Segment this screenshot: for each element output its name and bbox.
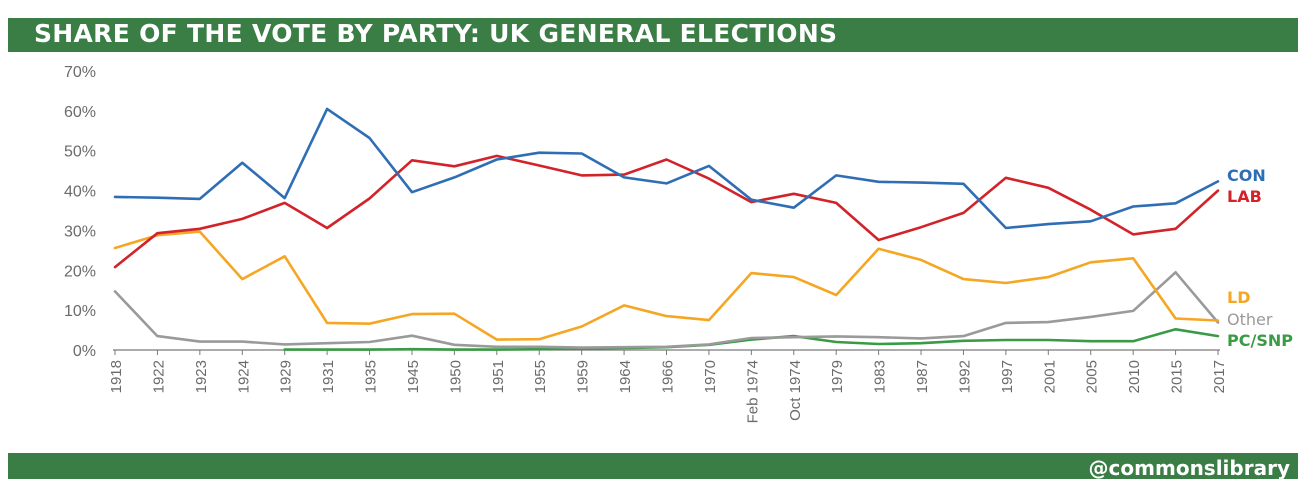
x-tick-label: 1959 [575, 360, 592, 393]
x-tick-label: 2005 [1084, 360, 1101, 393]
series-line-con [113, 107, 1220, 230]
chart-series [113, 107, 1220, 351]
chart-axes: 0% 10% 20% 30% 40% 50% 60% 70% 1918 1922 1923 1924 1… [64, 64, 1228, 423]
y-tick-label: 0% [73, 343, 96, 360]
x-tick-label: 1935 [363, 360, 380, 393]
y-tick-label: 30% [64, 223, 96, 240]
x-tick-label: 1992 [956, 360, 973, 393]
x-tick-label: 1966 [660, 360, 677, 393]
series-line-other [113, 271, 1220, 349]
x-tick-label: Oct 1974 [787, 360, 804, 421]
x-tick-label: 1979 [829, 360, 846, 393]
x-tick-label: 1997 [999, 360, 1016, 393]
y-tick-label: 20% [64, 263, 96, 280]
series-label: LD [1227, 288, 1250, 307]
y-tick-label: 10% [64, 303, 96, 320]
series-label: LAB [1227, 187, 1262, 206]
y-tick-label: 60% [64, 104, 96, 121]
x-tick-label: 2017 [1211, 360, 1228, 393]
x-tick-label: 1964 [617, 360, 634, 393]
chart-title: SHARE OF THE VOTE BY PARTY: UK GENERAL E… [34, 19, 838, 48]
x-tick-label: 1929 [278, 360, 295, 393]
x-tick-label: 1931 [320, 360, 337, 393]
y-tick-label: 70% [64, 64, 96, 81]
x-tick-label: 2001 [1041, 360, 1058, 393]
x-tick-label: 1918 [108, 360, 125, 393]
x-tick-label: 1923 [193, 360, 210, 393]
series-line-ld [113, 230, 1220, 341]
footer-bar: @commonslibrary [8, 453, 1298, 480]
x-tick-label: Feb 1974 [744, 360, 761, 423]
x-tick-label: 1983 [872, 360, 889, 393]
x-tick-label: 1922 [150, 360, 167, 393]
series-label: CON [1227, 166, 1266, 185]
x-tick-label: 1955 [532, 360, 549, 393]
y-tick-label: 50% [64, 144, 96, 161]
x-tick-label: 1945 [405, 360, 422, 393]
x-tick-label: 1987 [914, 360, 931, 393]
x-tick-label: 1924 [235, 360, 252, 393]
title-bar: SHARE OF THE VOTE BY PARTY: UK GENERAL E… [8, 18, 1298, 52]
series-labels: CON LAB LD Other PC/SNP [1227, 166, 1293, 350]
x-tick-label: 1970 [702, 360, 719, 393]
x-tick-label: 2010 [1126, 360, 1143, 393]
footer-handle: @commonslibrary [1088, 456, 1290, 480]
series-label: PC/SNP [1227, 331, 1293, 350]
x-tick-label: 1950 [447, 360, 464, 393]
y-tick-label: 40% [64, 184, 96, 201]
x-tick-label: 2015 [1169, 360, 1186, 393]
series-label: Other [1227, 310, 1273, 329]
series-line-lab [113, 154, 1220, 269]
x-tick-label: 1951 [490, 360, 507, 393]
series-line-pc-snp [283, 328, 1220, 351]
